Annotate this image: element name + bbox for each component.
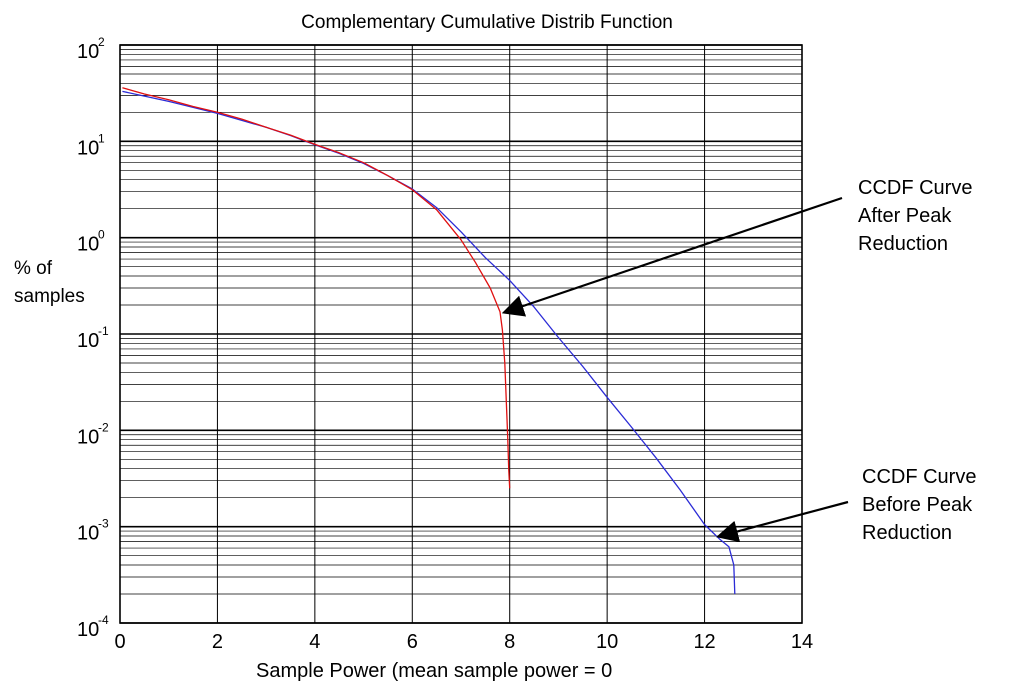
x-tick-label: 0 [114, 631, 125, 653]
x-axis-tick-labels: 0 2 4 6 8 10 12 14 [114, 631, 813, 653]
annotation-layer: CCDF Curve After Peak Reduction CCDF Curve B… [501, 177, 976, 544]
annotation-text: After Peak [858, 205, 952, 227]
y-tick-label-base: 10 [77, 234, 99, 256]
y-tick-label-base: 10 [77, 426, 99, 448]
y-tick-label-base: 10 [77, 41, 99, 63]
y-axis-label-line-2: samples [14, 286, 85, 307]
y-tick-label-exponent: -3 [98, 517, 109, 531]
x-tick-label: 14 [791, 631, 813, 653]
y-tick-label-base: 10 [77, 523, 99, 545]
annotation-arrow [716, 500, 849, 543]
x-tick-label: 4 [309, 631, 320, 653]
annotation-text: Reduction [862, 522, 952, 544]
x-tick-label: 6 [407, 631, 418, 653]
y-tick-label-base: 10 [77, 330, 99, 352]
x-tick-label: 10 [596, 631, 618, 653]
y-tick-label-exponent: 2 [98, 35, 105, 49]
series-line-0 [122, 90, 736, 595]
x-tick-label: 2 [212, 631, 223, 653]
y-axis-label-line-1: % of [14, 258, 53, 279]
annotation-text: CCDF Curve [862, 466, 976, 488]
y-tick-label-exponent: 0 [98, 228, 105, 242]
series-line-1 [122, 87, 511, 489]
annotation-arrow [501, 196, 843, 317]
chart-title: Complementary Cumulative Distrib Functio… [301, 12, 673, 33]
annotation-text: Reduction [858, 233, 948, 255]
y-tick-label-exponent: -1 [98, 324, 109, 338]
plot-frame [119, 44, 803, 624]
y-tick-label-exponent: -2 [98, 420, 109, 434]
x-tick-label: 8 [504, 631, 515, 653]
y-tick-label-base: 10 [77, 137, 99, 159]
annotation-text: CCDF Curve [858, 177, 972, 199]
y-tick-label-exponent: -4 [98, 613, 109, 627]
x-axis-label: Sample Power (mean sample power = 0 [256, 660, 612, 682]
y-tick-label-exponent: 1 [98, 131, 105, 145]
annotation-text: Before Peak [862, 494, 973, 516]
x-tick-label: 12 [693, 631, 715, 653]
y-tick-label-base: 10 [77, 619, 99, 641]
minor-gridlines [120, 49, 802, 595]
series-layer [122, 87, 736, 595]
